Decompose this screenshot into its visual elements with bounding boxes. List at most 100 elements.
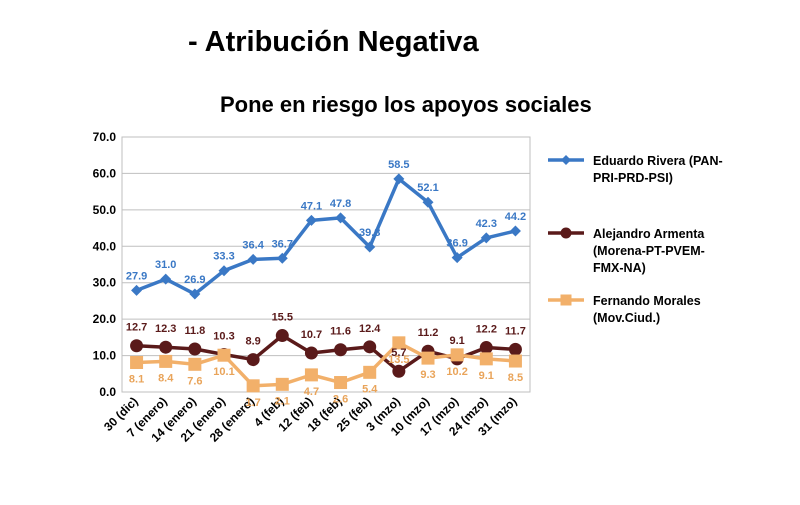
legend-item: Eduardo Rivera (PAN- PRI-PRD-PSI) — [548, 154, 723, 185]
data-label: 5.4 — [362, 383, 378, 395]
data-point-marker — [364, 241, 376, 253]
data-label: 12.3 — [155, 323, 176, 335]
data-label: 47.1 — [301, 200, 322, 212]
data-label: 8.5 — [508, 372, 523, 384]
data-label: 52.1 — [417, 182, 438, 194]
data-point-marker — [130, 339, 144, 353]
y-tick-label: 10.0 — [93, 349, 117, 363]
data-label: 10.1 — [213, 366, 234, 378]
legend-marker — [560, 294, 572, 306]
data-label: 5.7 — [391, 347, 406, 359]
data-point-marker — [421, 351, 435, 365]
data-point-marker — [304, 368, 318, 382]
chart-title: Pone en riesgo los apoyos sociales — [220, 92, 592, 117]
data-point-marker — [304, 346, 318, 360]
data-point-marker — [218, 265, 230, 277]
data-label: 9.1 — [449, 335, 464, 347]
data-point-marker — [393, 173, 405, 185]
y-tick-label: 40.0 — [93, 239, 117, 253]
data-point-marker — [217, 348, 231, 362]
data-point-marker — [276, 252, 288, 264]
legend-marker — [561, 155, 571, 165]
data-point-marker — [422, 196, 434, 208]
data-label: 11.7 — [505, 325, 526, 337]
data-point-marker — [247, 253, 259, 265]
data-label: 44.2 — [505, 211, 526, 223]
data-label: 36.9 — [446, 238, 467, 250]
y-tick-label: 20.0 — [93, 312, 117, 326]
data-point-marker — [160, 273, 172, 285]
legend-label: (Mov.Ciud.) — [593, 311, 660, 325]
data-label: 10.3 — [213, 330, 234, 342]
data-label: 8.9 — [245, 336, 260, 348]
legend-marker — [560, 227, 572, 239]
data-label: 27.9 — [126, 270, 147, 282]
series-group — [130, 336, 522, 393]
page-heading: - Atribución Negativa — [188, 26, 479, 58]
data-label: 31.0 — [155, 259, 176, 271]
data-label: 58.5 — [388, 159, 409, 171]
data-label: 13.5 — [388, 354, 409, 366]
y-tick-label: 60.0 — [93, 166, 117, 180]
data-point-marker — [335, 212, 347, 224]
data-point-marker — [130, 355, 144, 369]
data-label: 12.2 — [476, 324, 497, 336]
data-label: 1.7 — [245, 397, 260, 409]
data-label: 42.3 — [476, 218, 497, 230]
data-label: 36.4 — [242, 239, 264, 251]
data-label: 33.3 — [213, 251, 234, 263]
data-label: 9.1 — [479, 370, 494, 382]
data-label: 11.2 — [418, 327, 439, 339]
legend-item: Alejandro Armenta (Morena-PT-PVEM- FMX-NA) — [548, 227, 705, 275]
data-point-marker — [479, 352, 493, 366]
data-label: 15.5 — [272, 312, 293, 324]
data-point-marker — [246, 353, 260, 367]
data-point-marker — [188, 342, 202, 356]
data-label: 2.1 — [275, 395, 290, 407]
data-point-marker — [363, 340, 377, 354]
data-label: 8.4 — [158, 372, 174, 384]
data-label: 10.7 — [301, 329, 322, 341]
data-point-marker — [509, 225, 521, 237]
y-tick-label: 0.0 — [99, 385, 116, 399]
data-point-marker — [131, 284, 143, 296]
data-point-marker — [451, 252, 463, 264]
y-tick-label: 30.0 — [93, 276, 117, 290]
data-point-marker — [159, 354, 173, 368]
data-point-marker — [508, 342, 522, 356]
data-point-marker — [334, 343, 348, 357]
data-point-marker — [508, 354, 522, 368]
data-label: 12.7 — [126, 322, 147, 334]
data-label: 10.2 — [446, 366, 467, 378]
data-point-marker — [479, 341, 493, 355]
data-label: 12.4 — [359, 323, 381, 335]
legend-label: PRI-PRD-PSI) — [593, 171, 673, 185]
data-point-marker — [480, 232, 492, 244]
data-label: 11.6 — [330, 326, 351, 338]
legend-label: Alejandro Armenta — [593, 227, 705, 241]
data-point-marker — [275, 329, 289, 343]
data-point-marker — [334, 376, 348, 390]
y-tick-label: 70.0 — [93, 130, 117, 144]
data-point-marker — [305, 214, 317, 226]
data-point-marker — [392, 364, 406, 378]
data-label: 2.6 — [333, 394, 348, 406]
legend-label: FMX-NA) — [593, 261, 646, 275]
data-point-marker — [159, 340, 173, 354]
data-label: 4.7 — [304, 386, 319, 398]
data-label: 47.8 — [330, 198, 351, 210]
legend-label: (Morena-PT-PVEM- — [593, 244, 705, 258]
data-label: 9.3 — [420, 369, 435, 381]
series-line — [135, 177, 516, 296]
legend-label: Fernando Morales — [593, 294, 701, 308]
data-point-marker — [246, 379, 260, 393]
data-label: 26.9 — [184, 274, 205, 286]
data-point-marker — [392, 336, 406, 350]
data-point-marker — [189, 288, 201, 300]
data-label: 11.8 — [184, 325, 205, 337]
legend-item: Fernando Morales (Mov.Ciud.) — [548, 294, 701, 325]
data-label: 36.7 — [272, 238, 293, 250]
data-point-marker — [363, 365, 377, 379]
data-point-marker — [188, 357, 202, 371]
